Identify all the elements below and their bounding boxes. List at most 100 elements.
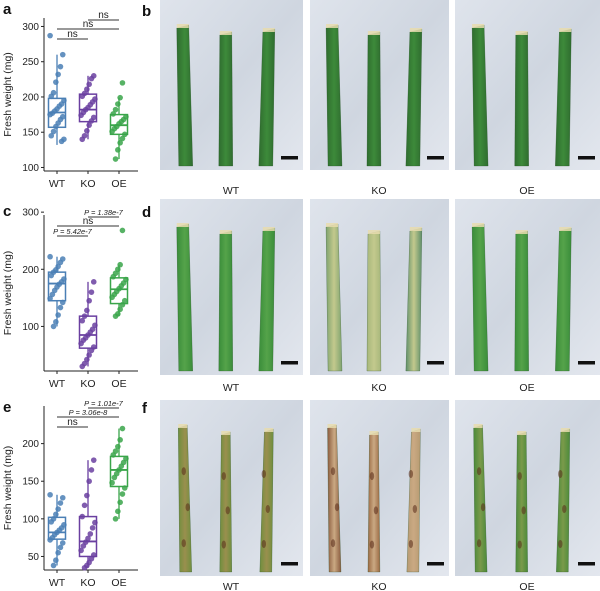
significance-label: P = 1.38e-7 bbox=[84, 208, 124, 217]
data-point bbox=[109, 294, 115, 301]
data-point bbox=[115, 101, 121, 107]
scale-bar bbox=[427, 361, 444, 365]
data-point bbox=[119, 491, 126, 497]
data-point bbox=[50, 562, 57, 569]
photo-label: OE bbox=[519, 581, 534, 591]
data-point bbox=[79, 317, 86, 324]
data-point bbox=[109, 479, 115, 486]
leaf-cut-edge bbox=[262, 227, 275, 231]
x-tick-label: KO bbox=[80, 378, 95, 390]
data-point bbox=[117, 139, 123, 146]
significance-label: P = 3.06e-8 bbox=[69, 408, 109, 417]
leaf-blade bbox=[367, 431, 381, 573]
data-point bbox=[110, 111, 117, 117]
box-oe bbox=[109, 425, 129, 522]
x-tick-label: KO bbox=[80, 577, 95, 589]
data-point bbox=[79, 93, 86, 100]
data-point bbox=[86, 81, 92, 88]
data-point bbox=[86, 297, 92, 304]
photo-label: KO bbox=[371, 382, 386, 394]
y-tick-label: 100 bbox=[22, 163, 39, 174]
leaf-blade bbox=[514, 230, 529, 372]
photo-label: KO bbox=[371, 581, 386, 591]
data-point bbox=[79, 136, 86, 143]
data-point bbox=[117, 94, 123, 101]
x-tick-label: OE bbox=[111, 577, 126, 589]
data-point bbox=[112, 313, 119, 319]
lesion-spot bbox=[261, 470, 267, 478]
leaf-cut-edge bbox=[473, 424, 483, 428]
leaf-photo-layer: b WT KO OE d WT KO OE f WT KO OE bbox=[142, 0, 600, 591]
leaf-cut-edge bbox=[559, 227, 572, 231]
leaf-cut-edge bbox=[411, 428, 421, 432]
photo-label: KO bbox=[371, 185, 386, 197]
lesion-spot bbox=[181, 539, 186, 548]
data-point bbox=[57, 544, 64, 551]
lesion-spot bbox=[558, 540, 563, 548]
y-tick-label: 300 bbox=[22, 22, 39, 33]
data-point bbox=[89, 525, 96, 531]
leaf-cut-edge bbox=[264, 428, 274, 432]
lesion-spot bbox=[265, 505, 271, 513]
data-point bbox=[92, 519, 98, 526]
lesion-spot bbox=[558, 470, 563, 478]
data-point bbox=[79, 363, 86, 370]
data-point bbox=[57, 63, 64, 70]
data-point bbox=[47, 537, 53, 543]
photo-label: OE bbox=[519, 185, 534, 197]
panel-letter: b bbox=[142, 3, 151, 20]
data-point bbox=[57, 304, 64, 311]
photo-label: OE bbox=[519, 382, 534, 394]
significance-label: ns bbox=[83, 19, 94, 30]
leaf-photo-oe bbox=[455, 199, 600, 375]
lesion-spot bbox=[369, 540, 375, 549]
data-point bbox=[53, 511, 59, 518]
data-point bbox=[112, 106, 119, 113]
box-ko bbox=[78, 457, 98, 571]
data-point bbox=[88, 118, 95, 124]
lesion-spot bbox=[412, 505, 418, 513]
y-tick-label: 300 bbox=[22, 208, 39, 219]
lesion-spot bbox=[521, 506, 526, 515]
scale-bar bbox=[281, 361, 298, 365]
leaf-cut-edge bbox=[221, 431, 231, 435]
leaf-photo-oe bbox=[455, 400, 600, 576]
data-point bbox=[59, 494, 66, 501]
leaf-blade bbox=[366, 31, 382, 167]
leaf-cut-edge bbox=[176, 223, 189, 227]
box-iqr bbox=[78, 515, 98, 558]
data-point bbox=[81, 313, 88, 319]
box-iqr bbox=[109, 277, 129, 305]
box-plot-layer: a 100 150 200 250 300 Fresh weight (mg) WT KO OE n… bbox=[2, 1, 138, 589]
data-point bbox=[84, 128, 90, 134]
box-iqr bbox=[47, 516, 67, 540]
data-point bbox=[119, 135, 126, 142]
data-point bbox=[57, 500, 64, 506]
data-point bbox=[87, 531, 94, 537]
box-iqr bbox=[109, 455, 129, 488]
data-point bbox=[47, 491, 53, 498]
significance-label: ns bbox=[67, 417, 78, 428]
leaf-cut-edge bbox=[517, 431, 527, 435]
box-plot-panel-a: a 100 150 200 250 300 Fresh weight (mg) WT KO OE n… bbox=[2, 1, 138, 190]
data-point bbox=[84, 307, 90, 314]
panel-letter: c bbox=[3, 203, 11, 220]
data-point bbox=[59, 299, 66, 306]
panel-letter: f bbox=[142, 400, 148, 417]
leaf-cut-edge bbox=[178, 424, 188, 428]
leaf-blade bbox=[515, 431, 528, 573]
leaf-blade bbox=[514, 31, 529, 167]
lesion-spot bbox=[185, 503, 190, 512]
data-point bbox=[109, 128, 115, 135]
leaf-cut-edge bbox=[409, 28, 422, 32]
significance-label: P = 1.01e-7 bbox=[84, 399, 124, 408]
leaf-cut-edge bbox=[515, 230, 528, 234]
data-point bbox=[81, 502, 88, 509]
data-point bbox=[53, 123, 59, 130]
leaf-cut-edge bbox=[326, 24, 339, 28]
leaf-cut-edge bbox=[219, 230, 232, 234]
data-point bbox=[47, 295, 53, 302]
data-point bbox=[86, 352, 92, 358]
data-point bbox=[121, 131, 128, 138]
data-point bbox=[59, 540, 66, 546]
